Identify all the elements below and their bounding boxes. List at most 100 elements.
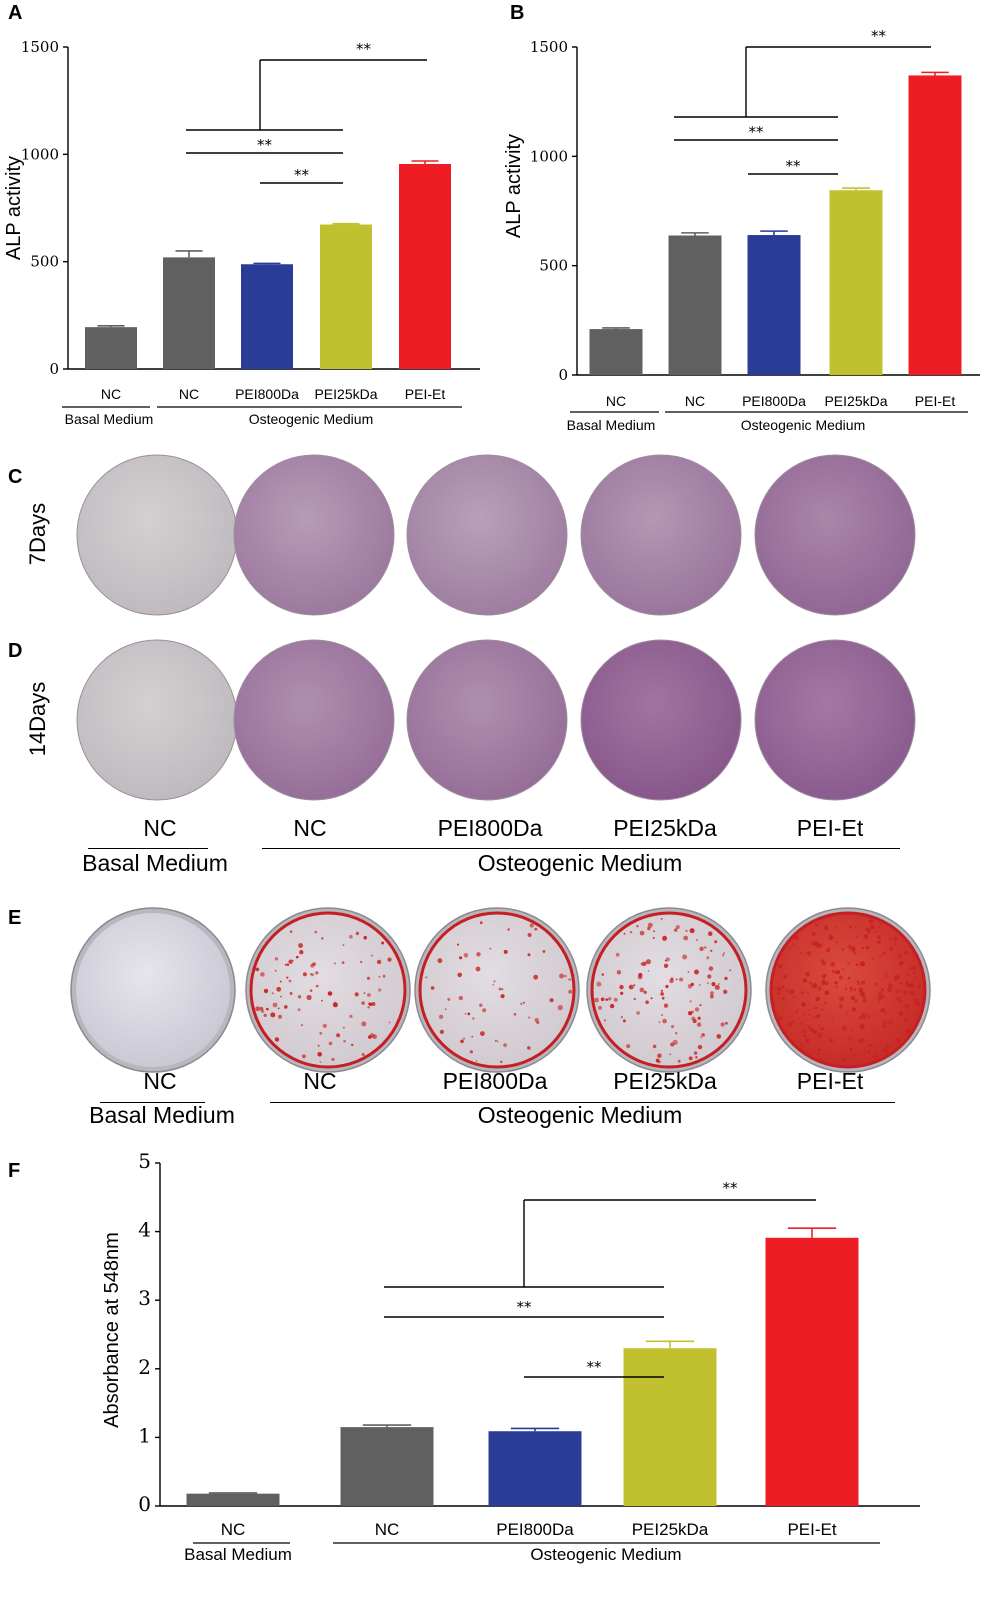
row-e-nodule <box>677 1059 681 1063</box>
row-e-nodule <box>639 987 645 993</box>
row-e-nodule <box>494 1039 497 1042</box>
row-e-nodule <box>889 946 894 951</box>
row-e-nodule <box>860 991 865 997</box>
row-c-dish-2 <box>406 454 568 616</box>
row-e-nodule <box>306 994 312 1001</box>
d-osteogenic-medium-label: Osteogenic Medium <box>477 850 683 876</box>
row-e-nodule <box>863 934 869 939</box>
row-e-nodule <box>812 983 818 989</box>
row-e-nodule <box>847 944 852 949</box>
row-e-nodule <box>688 1011 693 1016</box>
row-e-nodule <box>895 974 900 979</box>
row-e-nodule <box>716 1034 722 1039</box>
row-e-nodule <box>271 992 274 995</box>
row-e-nodule <box>272 1002 278 1008</box>
row-e-nodule <box>619 984 624 990</box>
row-e-dish-edge-4 <box>769 911 927 1069</box>
row-e-nodule <box>877 940 881 944</box>
row-e-nodule <box>849 986 853 991</box>
row-d-dish-4 <box>754 639 916 801</box>
row-e-nodule <box>862 946 865 950</box>
row-e-nodule <box>626 1044 631 1049</box>
chart-a-osteo-group-label: Osteogenic Medium <box>249 411 374 427</box>
row-e-nodule <box>501 988 504 991</box>
chart-f-category-label-3: PEI25kDa <box>632 1520 709 1539</box>
row-e-nodule <box>360 960 363 964</box>
row-e-nodule <box>831 1017 834 1020</box>
row-e-nodule <box>662 1018 667 1024</box>
d-label-pei800da: PEI800Da <box>437 815 543 841</box>
row-e-nodule <box>873 1054 878 1059</box>
row-e-nodule <box>694 1007 700 1012</box>
row-e-nodule <box>368 1002 372 1006</box>
row-e-nodule <box>689 928 695 934</box>
row-e-nodule <box>691 1016 696 1021</box>
row-e-nodule <box>549 998 554 1003</box>
row-e-nodule <box>866 1012 869 1014</box>
row-e-nodule <box>818 943 823 947</box>
row-e-nodule <box>703 946 707 949</box>
e-basal-line <box>100 1102 205 1103</box>
row-e-nodule <box>349 934 353 939</box>
row-e-nodule <box>877 925 880 928</box>
row-e-nodule <box>638 972 643 978</box>
row-e-nodule <box>868 918 874 924</box>
row-e-nodule <box>600 997 605 1002</box>
row-e-nodule <box>288 959 293 964</box>
row-e-nodule <box>564 974 567 978</box>
row-e-nodule <box>672 1039 678 1045</box>
row-e-nodule <box>343 1026 345 1029</box>
row-e-nodule <box>669 978 674 984</box>
row-e-nodule <box>507 928 510 931</box>
chart-b-basal-group-label: Basal Medium <box>567 417 656 433</box>
e-osteo-line <box>270 1102 895 1103</box>
row-e-nodule <box>836 970 841 975</box>
row-e-nodule <box>882 1024 887 1029</box>
row-e-nodule <box>808 981 813 985</box>
row-e-nodule <box>527 1046 531 1050</box>
row-e-nodule <box>679 977 684 982</box>
row-e-nodule <box>783 974 787 979</box>
row-e-nodule <box>633 984 636 987</box>
row-e-nodule <box>696 1022 702 1027</box>
row-e-nodule <box>849 1048 853 1052</box>
row-e-nodule <box>796 1009 800 1012</box>
row-e-nodule <box>899 990 902 993</box>
row-e-nodule <box>476 952 481 957</box>
row-e-nodule <box>278 1014 282 1019</box>
chart-f-y-tick-label: 0 <box>138 1492 151 1516</box>
row-e-nodule <box>642 961 647 966</box>
row-e-nodule <box>310 963 315 968</box>
row-e-nodule <box>888 1044 891 1047</box>
chart-b-bar-3 <box>829 190 883 375</box>
row-e-nodule <box>336 1033 341 1038</box>
panel-letter-d: D <box>8 640 23 662</box>
row-e-nodule <box>479 1003 483 1007</box>
row-e-nodule <box>873 1012 876 1014</box>
e-label-pei25kda: PEI25kDa <box>613 1068 717 1094</box>
row-e-nodule <box>904 1017 908 1022</box>
row-e-nodule <box>697 1044 703 1050</box>
row-e-nodule <box>710 949 713 952</box>
chart-b-category-label-0: NC <box>606 393 626 409</box>
row-e-nodule <box>853 1054 856 1057</box>
row-e-nodule <box>528 1016 531 1019</box>
row-e-nodule <box>823 975 826 979</box>
row-e-nodule <box>500 1060 503 1064</box>
row-e-nodule <box>886 974 889 978</box>
row-e-nodule <box>885 1044 889 1049</box>
chart-b-bar-1 <box>668 235 722 375</box>
chart-a-category-label-0: NC <box>101 386 121 402</box>
row-e-nodule <box>877 1000 881 1003</box>
row-e-nodule <box>896 996 901 1001</box>
row-e-nodule <box>917 984 922 989</box>
row-e-nodule <box>905 1028 911 1034</box>
row-e-nodule <box>842 968 845 971</box>
row-e-nodule <box>802 978 807 983</box>
chart-f-osteo-group-label: Osteogenic Medium <box>530 1545 681 1564</box>
row-e-nodule <box>696 939 698 941</box>
row-e-nodule <box>671 1025 674 1029</box>
row-e-nodule <box>787 1022 793 1027</box>
chart-a-y-tick-label: 1500 <box>21 38 59 56</box>
